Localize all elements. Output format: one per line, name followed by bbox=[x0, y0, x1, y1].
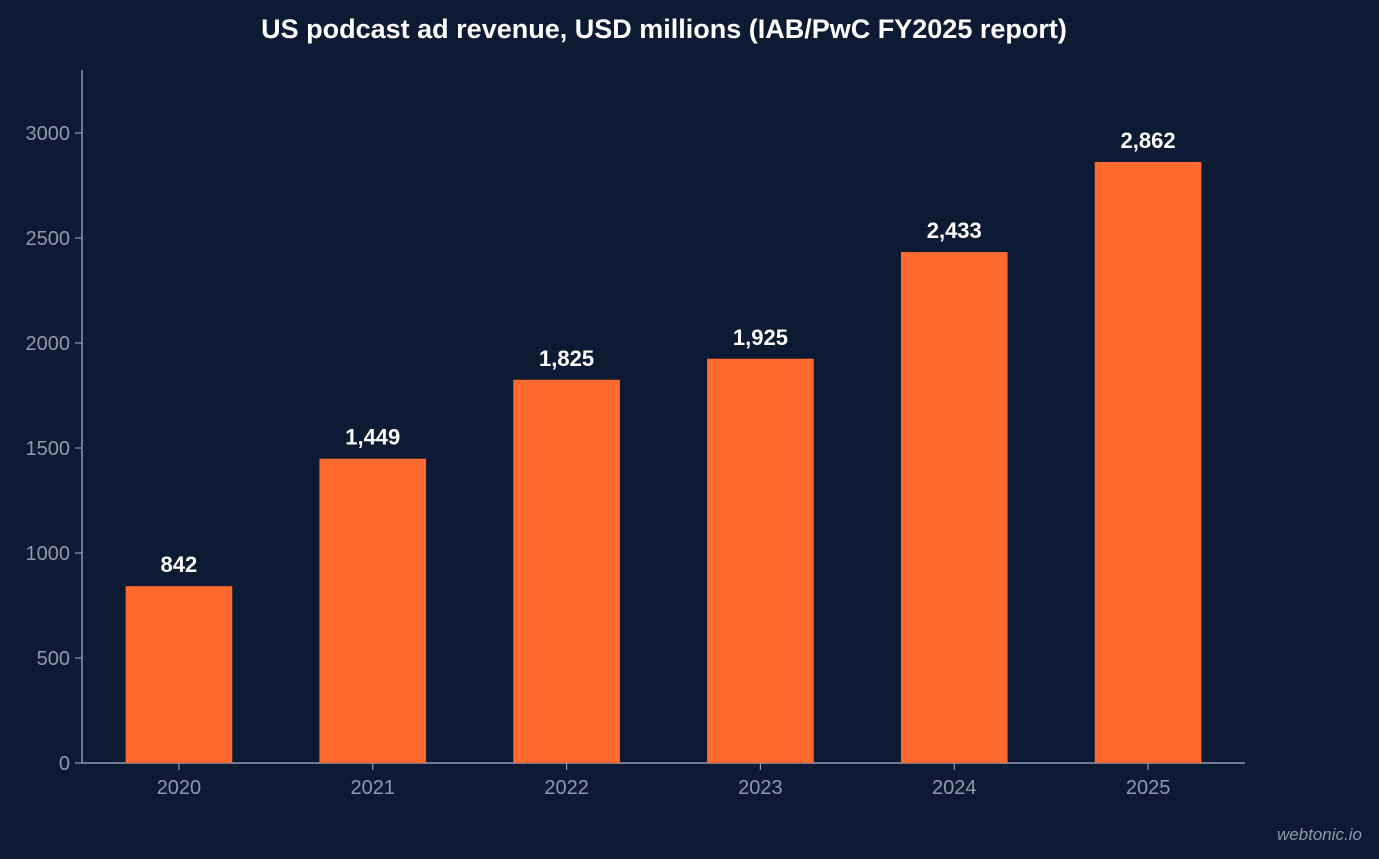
data-label-2022: 1,825 bbox=[539, 346, 594, 371]
y-tick-label: 1000 bbox=[26, 543, 71, 565]
watermark: webtonic.io bbox=[1277, 825, 1362, 844]
y-tick-label: 3000 bbox=[26, 123, 71, 145]
x-tick-label: 2024 bbox=[932, 777, 977, 799]
y-tick-label: 0 bbox=[59, 753, 70, 775]
y-tick-label: 2000 bbox=[26, 333, 71, 355]
x-tick-label: 2020 bbox=[157, 777, 202, 799]
x-tick-label: 2021 bbox=[351, 777, 396, 799]
x-tick-label: 2025 bbox=[1126, 777, 1171, 799]
y-axis-ticks: 0 500 1000 1500 2000 2500 3000 bbox=[26, 123, 82, 775]
bar-2020 bbox=[125, 586, 233, 763]
x-tick-label: 2023 bbox=[738, 777, 783, 799]
data-labels-group: 842 1,449 1,825 1,925 2,433 2,862 bbox=[161, 128, 1176, 577]
bar-2024 bbox=[900, 252, 1008, 763]
data-label-2023: 1,925 bbox=[733, 325, 788, 350]
bar-2021 bbox=[319, 458, 427, 763]
data-label-2020: 842 bbox=[161, 552, 198, 577]
bar-2025 bbox=[1094, 161, 1202, 764]
y-tick-label: 1500 bbox=[26, 438, 71, 460]
y-tick-label: 2500 bbox=[26, 228, 71, 250]
x-tick-label: 2022 bbox=[544, 777, 589, 799]
chart-title: US podcast ad revenue, USD millions (IAB… bbox=[261, 14, 1067, 44]
x-axis-ticks: 2020 2021 2022 2023 2024 2025 bbox=[157, 763, 1171, 799]
data-label-2021: 1,449 bbox=[345, 425, 400, 450]
bar-2022 bbox=[513, 379, 620, 763]
y-tick-label: 500 bbox=[37, 648, 70, 670]
bar-2023 bbox=[707, 358, 814, 763]
data-label-2024: 2,433 bbox=[927, 218, 982, 243]
bars-group bbox=[125, 161, 1202, 764]
data-label-2025: 2,862 bbox=[1121, 128, 1176, 153]
